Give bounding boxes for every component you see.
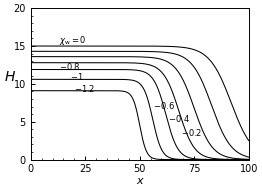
Text: $-1$: $-1$ [70, 71, 84, 82]
Text: $-1.2$: $-1.2$ [74, 83, 95, 94]
Text: $-0.6$: $-0.6$ [153, 100, 174, 111]
Y-axis label: H: H [4, 70, 15, 84]
Text: $-0.2$: $-0.2$ [181, 127, 202, 138]
Text: $\chi_{\rm w}=0$: $\chi_{\rm w}=0$ [59, 34, 86, 47]
Text: $-0.4$: $-0.4$ [168, 113, 190, 124]
X-axis label: x: x [137, 176, 143, 186]
Text: $-0.8$: $-0.8$ [59, 61, 81, 72]
